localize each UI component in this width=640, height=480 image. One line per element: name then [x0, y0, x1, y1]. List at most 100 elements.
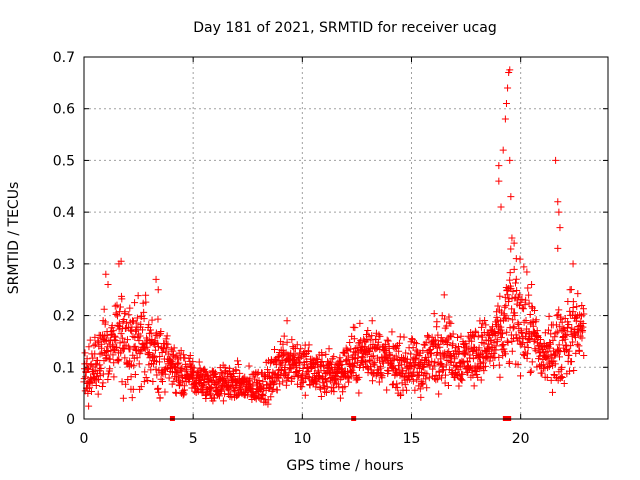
data-point	[457, 332, 465, 340]
data-point	[423, 370, 431, 378]
data-point	[346, 339, 354, 347]
data-point	[137, 347, 145, 355]
data-point	[116, 339, 124, 347]
data-point-peak	[506, 66, 514, 74]
data-point	[187, 363, 195, 371]
data-point	[303, 358, 311, 366]
data-point	[446, 357, 454, 365]
data-point	[189, 358, 197, 366]
data-point	[499, 341, 507, 349]
data-point	[442, 371, 450, 379]
data-point	[544, 364, 552, 372]
data-point	[511, 279, 519, 287]
data-point	[92, 382, 100, 390]
axis-ticks: 0 5 10 15 20 0 0.1 0.2 0.3 0.4 0.5 0.6 0.7	[53, 50, 608, 447]
data-point	[504, 291, 512, 299]
data-point	[170, 344, 178, 352]
data-point	[292, 368, 300, 376]
data-point	[126, 345, 134, 353]
data-point	[506, 276, 514, 284]
data-point	[140, 315, 148, 323]
data-point	[368, 353, 376, 361]
data-point-peak	[510, 239, 518, 247]
data-point	[106, 355, 114, 363]
data-point	[106, 365, 114, 373]
data-point	[159, 377, 167, 385]
data-point	[580, 310, 588, 318]
data-point	[514, 361, 522, 369]
data-point	[322, 388, 330, 396]
data-point-peak	[554, 244, 562, 252]
data-point-peak	[569, 260, 577, 268]
data-point	[568, 358, 576, 366]
data-point	[284, 374, 292, 382]
data-point	[338, 373, 346, 381]
data-point	[532, 316, 540, 324]
data-point	[156, 394, 164, 402]
data-point	[112, 337, 120, 345]
data-point	[428, 357, 436, 365]
data-point	[395, 339, 403, 347]
data-point	[378, 372, 386, 380]
data-point	[350, 335, 358, 343]
data-point	[234, 391, 242, 399]
data-point-peak	[154, 286, 162, 294]
data-point	[526, 311, 534, 319]
data-point	[98, 383, 106, 391]
data-point	[283, 338, 291, 346]
data-point	[163, 332, 171, 340]
data-point	[91, 333, 99, 341]
plot-frame	[83, 56, 609, 420]
data-point	[422, 338, 430, 346]
data-point	[263, 366, 271, 374]
data-point-peak	[499, 146, 507, 154]
data-point	[459, 370, 467, 378]
data-point	[336, 354, 344, 362]
data-point	[384, 337, 392, 345]
data-point-peak	[556, 224, 564, 232]
data-point	[122, 380, 130, 388]
data-point	[195, 358, 203, 366]
data-point	[148, 316, 156, 324]
data-point	[271, 346, 279, 354]
data-point	[544, 326, 552, 334]
data-point	[186, 352, 194, 360]
data-point	[468, 337, 476, 345]
data-point-peak	[506, 156, 514, 164]
data-point	[504, 314, 512, 322]
data-point	[318, 351, 326, 359]
data-point	[101, 337, 109, 345]
x-tick-label: 15	[403, 431, 421, 447]
data-point	[412, 346, 420, 354]
data-point	[129, 385, 137, 393]
data-point	[279, 378, 287, 386]
data-point	[330, 353, 338, 361]
data-point	[173, 368, 181, 376]
data-point	[234, 361, 242, 369]
data-point	[249, 382, 257, 390]
data-point	[145, 349, 153, 357]
data-point	[408, 372, 416, 380]
data-point	[366, 356, 374, 364]
x-tick-label: 5	[189, 431, 198, 447]
data-point	[470, 333, 478, 341]
data-point	[285, 368, 293, 376]
data-point	[546, 340, 554, 348]
data-point	[129, 351, 137, 359]
data-point	[113, 343, 121, 351]
data-point	[338, 361, 346, 369]
data-point	[528, 358, 536, 366]
data-point	[110, 359, 118, 367]
data-point	[131, 370, 139, 378]
data-point	[392, 352, 400, 360]
data-point	[147, 366, 155, 374]
data-point	[376, 332, 384, 340]
data-point	[393, 380, 401, 388]
data-point	[572, 349, 580, 357]
data-point	[514, 319, 522, 327]
data-point	[524, 284, 532, 292]
y-tick-label: 0.5	[53, 153, 75, 169]
data-point-peak	[507, 193, 515, 201]
data-point	[395, 347, 403, 355]
data-point	[270, 379, 278, 387]
